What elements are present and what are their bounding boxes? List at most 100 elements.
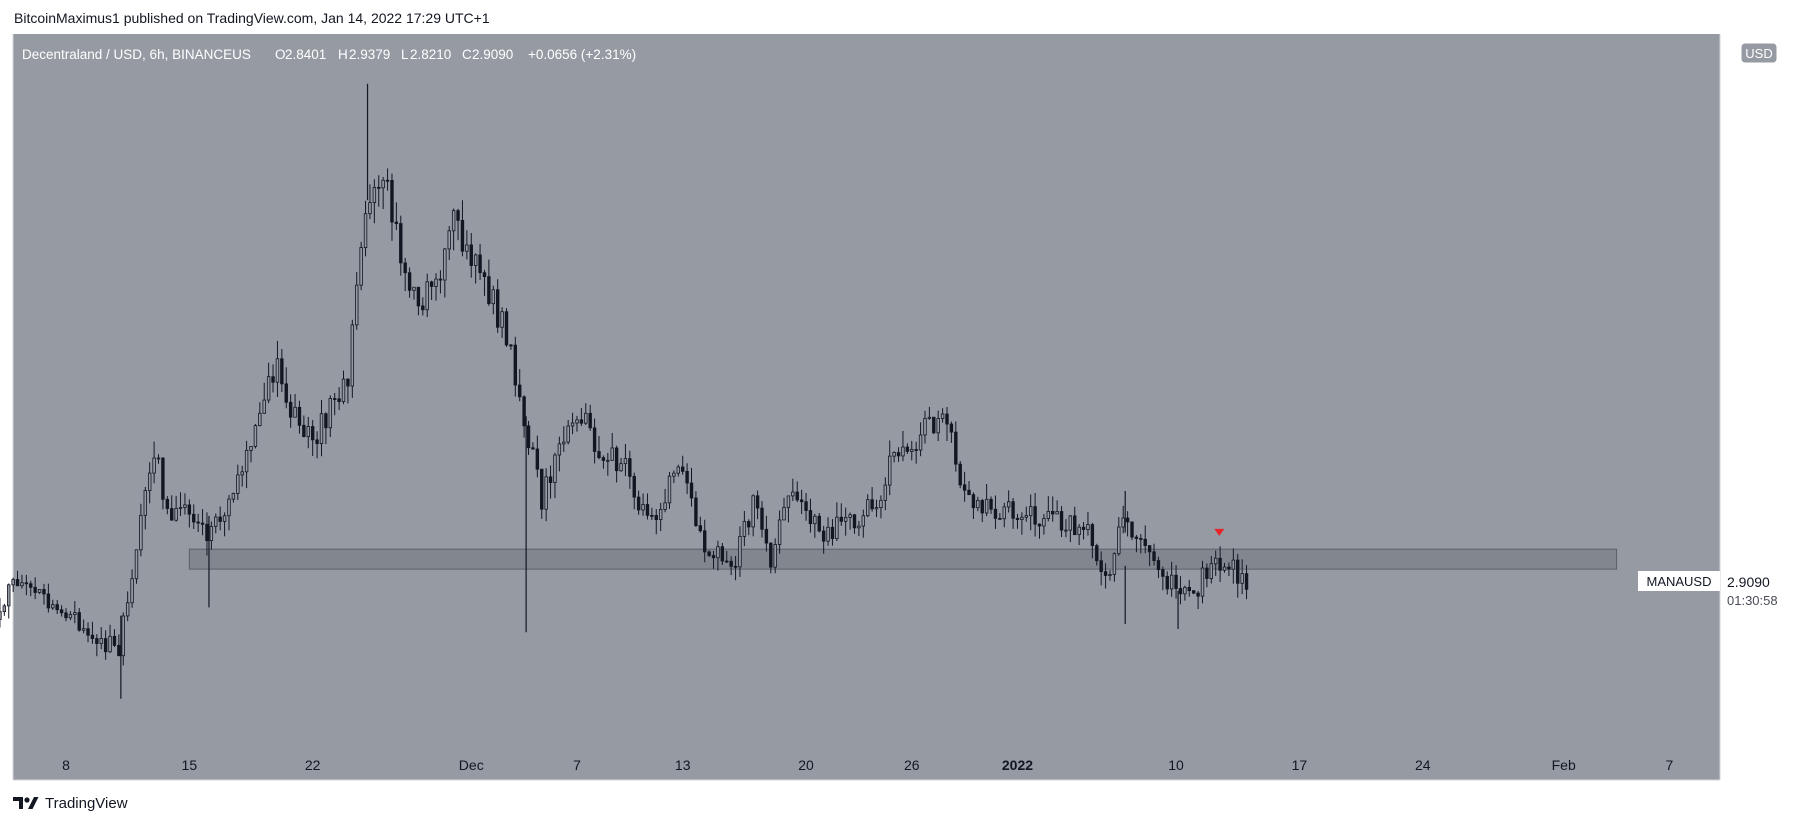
candle	[843, 507, 848, 536]
candle	[46, 583, 51, 613]
candle	[592, 418, 597, 464]
candle-body	[733, 565, 738, 568]
candle-body	[967, 489, 971, 496]
candle	[1020, 512, 1024, 535]
candle-body	[403, 262, 407, 274]
candle	[1178, 576, 1183, 605]
candle-body	[989, 498, 993, 510]
candle-body	[465, 244, 469, 252]
candle-body	[650, 514, 654, 517]
candle-body	[918, 434, 923, 451]
candle	[667, 471, 672, 509]
candle-body	[2, 605, 7, 613]
candle	[33, 577, 37, 600]
x-tick-label: 7	[1666, 757, 1674, 773]
candle-body	[363, 213, 368, 248]
candle-body	[1046, 510, 1051, 519]
candle	[540, 468, 544, 519]
candle-body	[861, 515, 866, 527]
currency-badge-label: USD	[1745, 46, 1772, 61]
candle	[1147, 545, 1152, 567]
candle-body	[879, 499, 883, 508]
y-tick-label: 4.0000	[1730, 393, 1770, 408]
candle-body	[7, 584, 11, 607]
candle	[451, 208, 456, 251]
candle-body	[222, 515, 227, 522]
candle-body	[892, 452, 896, 457]
candle	[672, 470, 676, 484]
candle	[1006, 490, 1011, 513]
candle-body	[852, 514, 857, 529]
candle	[399, 215, 403, 276]
candle-body	[315, 439, 319, 445]
y-tick-label: 3.0000	[1730, 559, 1770, 574]
candle-body	[795, 491, 799, 501]
candle-body	[936, 418, 940, 434]
candle-body	[1222, 566, 1227, 571]
candle-body	[412, 286, 416, 291]
candle	[799, 489, 804, 514]
candle-body	[932, 416, 936, 434]
y-tick-label: 5.0000	[1730, 226, 1770, 241]
candle-body	[59, 609, 64, 614]
candle	[1214, 550, 1218, 576]
tradingview-brand[interactable]: TradingView	[13, 793, 128, 813]
candle	[55, 600, 59, 614]
candle-body	[1227, 566, 1231, 570]
candle-body	[562, 441, 566, 445]
candle	[495, 279, 500, 333]
candle	[729, 556, 733, 576]
candle-body	[531, 447, 535, 450]
candle	[394, 202, 399, 231]
candle	[623, 444, 628, 477]
candle-body	[914, 449, 918, 451]
candle-body	[923, 418, 927, 436]
candle-body	[103, 638, 108, 653]
candle-body	[372, 186, 377, 204]
candle-body	[808, 510, 813, 525]
candle-body	[984, 498, 989, 514]
candle-body	[1020, 516, 1024, 520]
candle-body	[1112, 553, 1117, 575]
candle	[1130, 521, 1134, 541]
currency-badge[interactable]: USD	[1740, 42, 1778, 64]
candle	[152, 441, 156, 484]
candle	[601, 455, 606, 469]
candle	[147, 462, 152, 504]
price-axis[interactable]: 2.0000 2.5000 3.0000 3.5000 4.0000 4.5000 5.00…	[1730, 60, 1770, 740]
candle	[892, 451, 896, 463]
candle	[37, 589, 42, 595]
candle	[910, 440, 914, 461]
time-axis[interactable]: 8 15 22 Dec 7 13 20 26 2022 10 17 24 Feb 7	[62, 757, 1673, 773]
candle	[918, 422, 923, 457]
candle	[434, 273, 438, 301]
candle	[178, 492, 183, 516]
candle-body	[33, 586, 37, 593]
candle	[1037, 523, 1042, 539]
candle	[742, 510, 747, 547]
candle	[2, 603, 7, 616]
candle-body	[769, 542, 773, 568]
candle	[535, 435, 540, 478]
candle	[681, 455, 685, 475]
candle	[751, 494, 755, 537]
x-tick-label: 24	[1415, 757, 1431, 773]
candle-body	[1161, 569, 1165, 577]
candle-body	[940, 413, 945, 419]
candle	[1156, 556, 1161, 579]
candle	[165, 496, 170, 515]
candle-body	[443, 248, 447, 281]
candle-body	[249, 446, 253, 451]
candle	[870, 487, 874, 512]
plot-background	[13, 34, 1720, 780]
chart-legend: Decentraland / USD, 6h, BINANCEUS O 2.84…	[22, 47, 636, 62]
candle	[566, 420, 570, 445]
candle	[804, 492, 808, 521]
candle-body	[377, 186, 381, 189]
candle	[835, 502, 839, 542]
candle-body	[346, 378, 350, 387]
candle-body	[407, 272, 412, 291]
candle-body	[839, 516, 843, 522]
candle-body	[566, 425, 570, 443]
